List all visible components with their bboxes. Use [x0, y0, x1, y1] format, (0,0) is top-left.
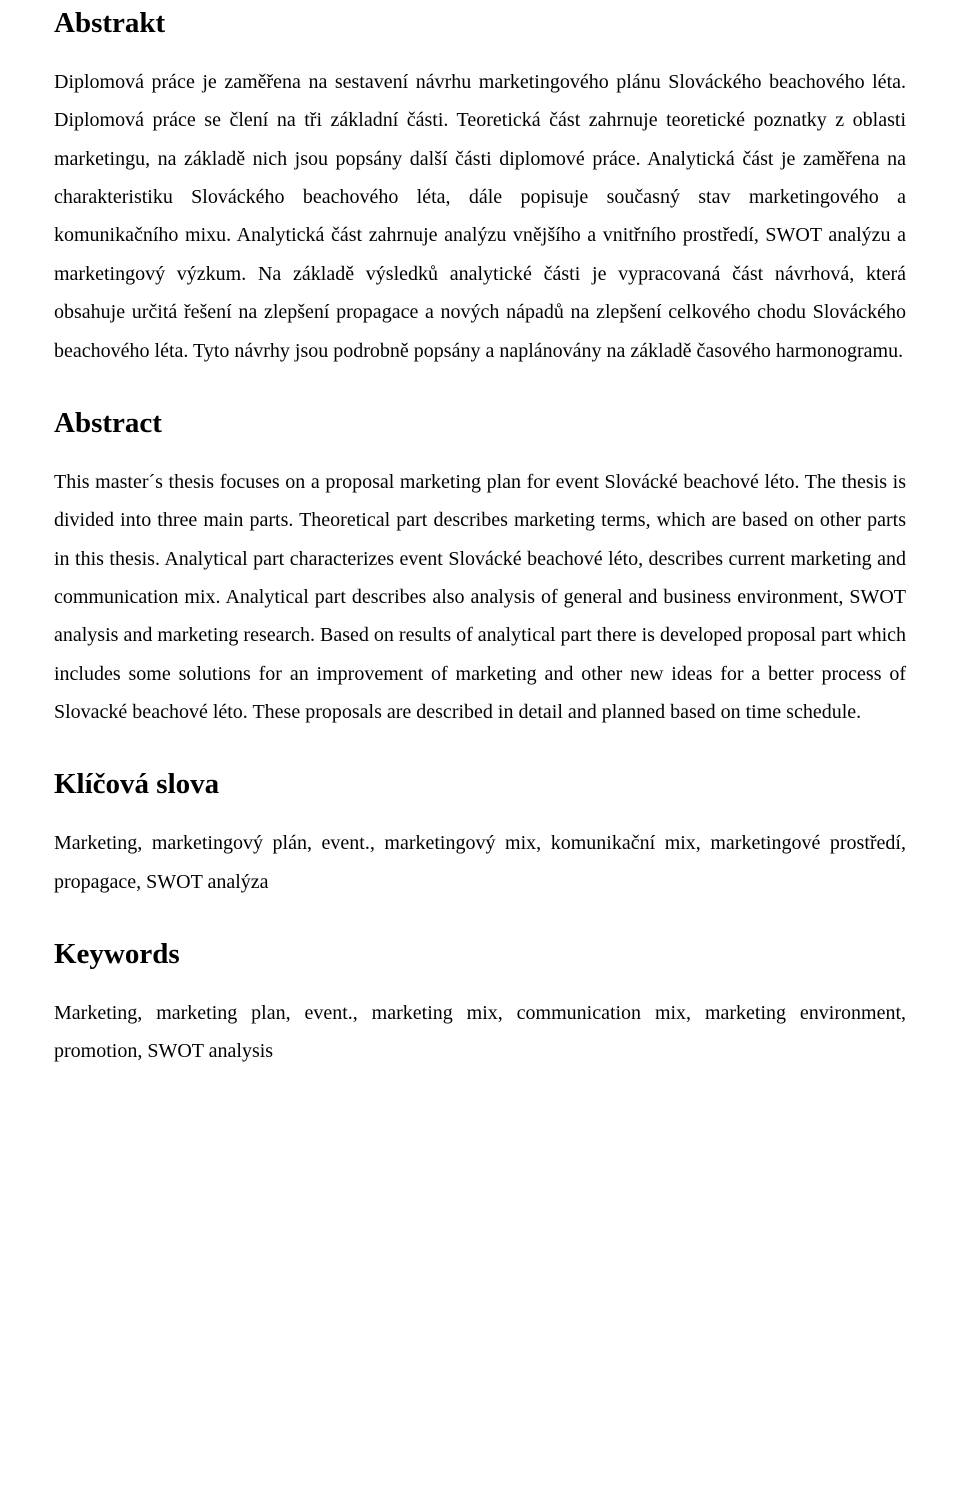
section-klicova-slova: Klíčová slova Marketing, marketingový pl… — [54, 767, 906, 901]
body-klicova-slova: Marketing, marketingový plán, event., ma… — [54, 824, 906, 901]
section-keywords: Keywords Marketing, marketing plan, even… — [54, 937, 906, 1071]
heading-abstract: Abstract — [54, 406, 906, 441]
section-abstrakt: Abstrakt Diplomová práce je zaměřena na … — [54, 6, 906, 370]
heading-keywords: Keywords — [54, 937, 906, 972]
heading-abstrakt: Abstrakt — [54, 6, 906, 41]
body-keywords: Marketing, marketing plan, event., marke… — [54, 994, 906, 1071]
body-abstract: This master´s thesis focuses on a propos… — [54, 463, 906, 732]
section-abstract: Abstract This master´s thesis focuses on… — [54, 406, 906, 732]
heading-klicova-slova: Klíčová slova — [54, 767, 906, 802]
body-abstrakt: Diplomová práce je zaměřena na sestavení… — [54, 63, 906, 370]
